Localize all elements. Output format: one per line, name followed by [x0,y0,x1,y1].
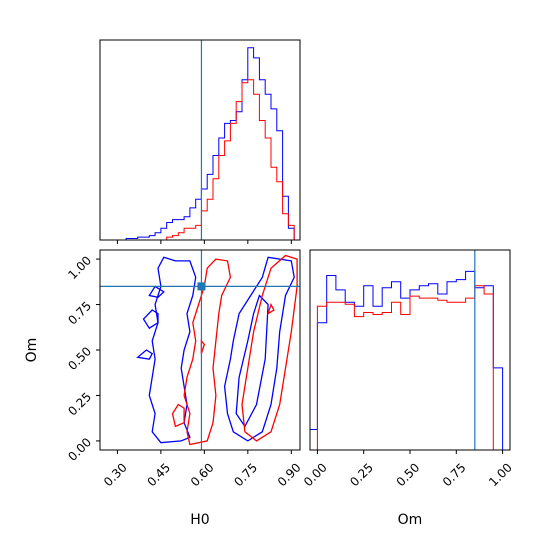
contour-line-9 [241,254,298,442]
contour-line-0 [148,256,197,444]
contour-ytick-label-1: 0.25 [65,390,94,419]
contour-ylabel: Om [24,338,40,363]
contour-ytick-label-3: 0.75 [65,299,94,328]
contour-line-2 [148,285,165,299]
contour-xtick-label-0: 0.30 [101,460,130,489]
contour-ytick-label-0: 0.00 [65,435,94,464]
contour-line-4 [223,256,295,442]
hist-h0-frame [99,39,301,241]
hist-h0-series-0 [120,47,300,240]
hist-om-xtick-label-4: 1.00 [486,460,515,489]
contour-ytick-label-2: 0.50 [65,344,94,373]
contour-xtick-label-4: 0.90 [275,460,304,489]
contour-line-7 [171,403,185,428]
contour-truth-marker [197,282,206,291]
contour-xlabel: H0 [190,512,209,528]
contour-ytick-label-4: 1.00 [65,253,94,282]
contour-line-6 [183,258,232,446]
contour-xtick-label-1: 0.45 [144,460,173,489]
hist-om-xtick-label-1: 0.25 [347,460,376,489]
contour-line-1 [142,309,159,330]
contour-xtick-label-2: 0.60 [188,460,217,489]
hist-om-frame [309,249,511,451]
hist-om-marks [310,250,510,450]
hist-om-xtick-label-2: 0.50 [394,460,423,489]
hist-om-xtick-label-3: 0.75 [440,460,469,489]
contour-xtick-label-3: 0.75 [231,460,260,489]
contour-marks [100,250,300,450]
contour-line-5 [235,294,269,428]
hist-om-series-1 [310,285,510,450]
hist-om-xtick-label-0: 0.00 [301,460,330,489]
contour-frame [99,249,301,451]
hist-om-xlabel: Om [398,512,423,528]
hist-h0-marks [120,40,300,240]
contour-line-10 [266,302,275,316]
contour-line-3 [136,349,154,360]
hist-h0-series-1 [120,79,300,240]
